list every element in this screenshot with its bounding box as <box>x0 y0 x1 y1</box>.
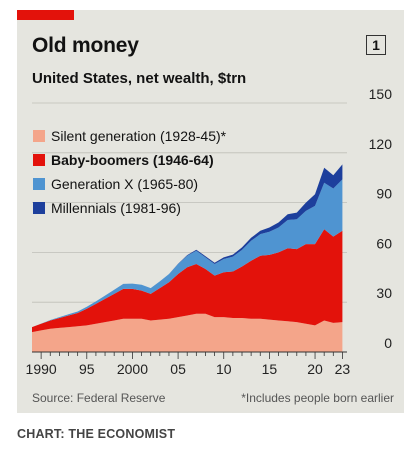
y-tick-label: 60 <box>376 235 392 251</box>
chart-subtitle: United States, net wealth, $trn <box>32 70 247 87</box>
x-tick-label: 2000 <box>117 361 148 377</box>
chart-title: Old money <box>32 34 139 57</box>
legend-swatch <box>33 178 45 190</box>
x-tick-label: 23 <box>335 361 351 377</box>
chart-credit: CHART: THE ECONOMIST <box>17 427 176 441</box>
brand-red-bar <box>17 10 74 20</box>
x-tick-label: 15 <box>262 361 278 377</box>
legend-swatch <box>33 202 45 214</box>
x-tick-label: 95 <box>79 361 95 377</box>
x-tick-label: 10 <box>216 361 232 377</box>
y-tick-label: 0 <box>384 335 392 351</box>
y-tick-label: 90 <box>376 186 392 202</box>
y-tick-label: 150 <box>369 86 393 102</box>
y-tick-label: 30 <box>376 285 392 301</box>
area-series <box>32 313 343 352</box>
legend-swatch <box>33 130 45 142</box>
legend-label: Baby-boomers (1946-64) <box>51 152 214 168</box>
legend-label: Millennials (1981-96) <box>51 200 181 216</box>
y-tick-label: 120 <box>369 136 393 152</box>
legend-label: Generation X (1965-80) <box>51 176 198 192</box>
x-tick-label: 20 <box>307 361 323 377</box>
legend-label: Silent generation (1928-45)* <box>51 128 227 144</box>
legend-swatch <box>33 154 45 166</box>
x-tick-label: 05 <box>170 361 186 377</box>
chart-number-badge: 1 <box>366 35 386 55</box>
x-tick-label: 1990 <box>26 361 57 377</box>
area-series <box>32 229 343 333</box>
source-note: Source: Federal Reserve <box>32 391 166 405</box>
footnote: *Includes people born earlier <box>241 391 394 405</box>
